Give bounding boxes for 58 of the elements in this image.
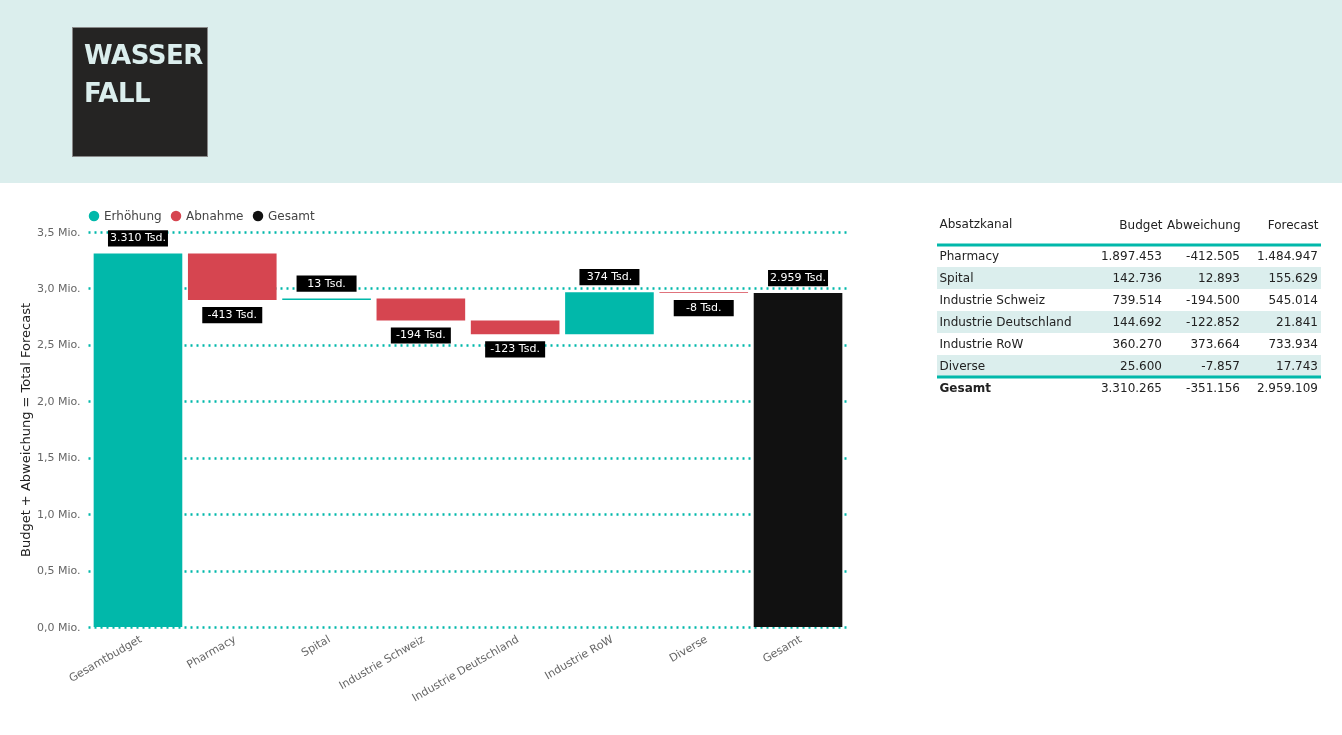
annotation: 374 Tsd. [586,270,633,284]
data-label: 21.841 [1276,315,1318,329]
data-label: 144.692 [1112,315,1162,329]
category-label: Spital [939,271,974,285]
data-label: 545.014 [1268,293,1318,307]
data-label: 25.600 [1120,359,1162,373]
y-axis-title: Budget + Abweichung = Total Forecast [17,302,33,558]
text: Absatzkanal [939,216,1013,231]
chart-title: WASSER FALL [84,39,204,110]
y-tick-label: 0,5 Mio. [36,564,81,578]
y-tick-label: 2,5 Mio. [36,338,81,352]
data-label: -194.500 [1186,293,1240,307]
bar [753,293,843,627]
data-label: 155.629 [1268,271,1318,285]
annotation: 13 Tsd. [307,276,346,290]
data-label: -351.156 [1186,381,1240,395]
data-label: 1.484.947 [1256,249,1318,263]
annotation: -194 Tsd. [396,328,446,342]
y-tick-label: 0,0 Mio. [36,620,81,634]
data-label: 739.514 [1112,293,1162,307]
category-label: Industrie Schweiz [939,293,1045,307]
data-label: 733.934 [1268,337,1318,351]
data-label: 373.664 [1190,337,1240,351]
text: Forecast [1267,217,1319,232]
data-label: -412.505 [1186,249,1240,263]
category-label: Gesamt [939,381,992,395]
y-tick-label: 3,5 Mio. [36,225,81,239]
category-label: Diverse [939,359,986,373]
annotation: 2.959 Tsd. [769,271,827,285]
data-label: 360.270 [1112,337,1162,351]
data-label: 3.310.265 [1100,381,1162,395]
y-tick-label: 1,0 Mio. [36,507,81,521]
bar [187,253,277,301]
category-label: Industrie Deutschland [939,315,1072,329]
text: Budget [1119,217,1163,232]
annotation: 3.310 Tsd. [109,231,167,245]
data-label: 12.893 [1198,271,1240,285]
bar [565,292,654,335]
text: Abweichung [1167,217,1241,232]
data-label: 17.743 [1276,359,1318,373]
y-tick-label: 3,0 Mio. [36,281,81,295]
category-label: Industrie RoW [939,337,1024,351]
annotation: -413 Tsd. [207,308,258,322]
data-label: 2.959.109 [1256,381,1318,395]
data-label: -122.852 [1186,315,1240,329]
legend-label: Abnahme [186,209,244,223]
legend-label: Gesamt [268,209,315,223]
data-label: 1.897.453 [1100,249,1162,263]
legend-label: Erhöhung [104,209,162,223]
annotation: -8 Tsd. [685,301,722,315]
data-label: -7.857 [1201,359,1240,373]
annotation: -123 Tsd. [490,342,540,356]
y-tick-label: 2,0 Mio. [36,394,81,408]
bar [376,298,466,321]
data-label: 142.736 [1112,271,1162,285]
bar [470,320,560,335]
category-label: Pharmacy [939,249,1000,263]
y-tick-label: 1,5 Mio. [36,451,81,465]
